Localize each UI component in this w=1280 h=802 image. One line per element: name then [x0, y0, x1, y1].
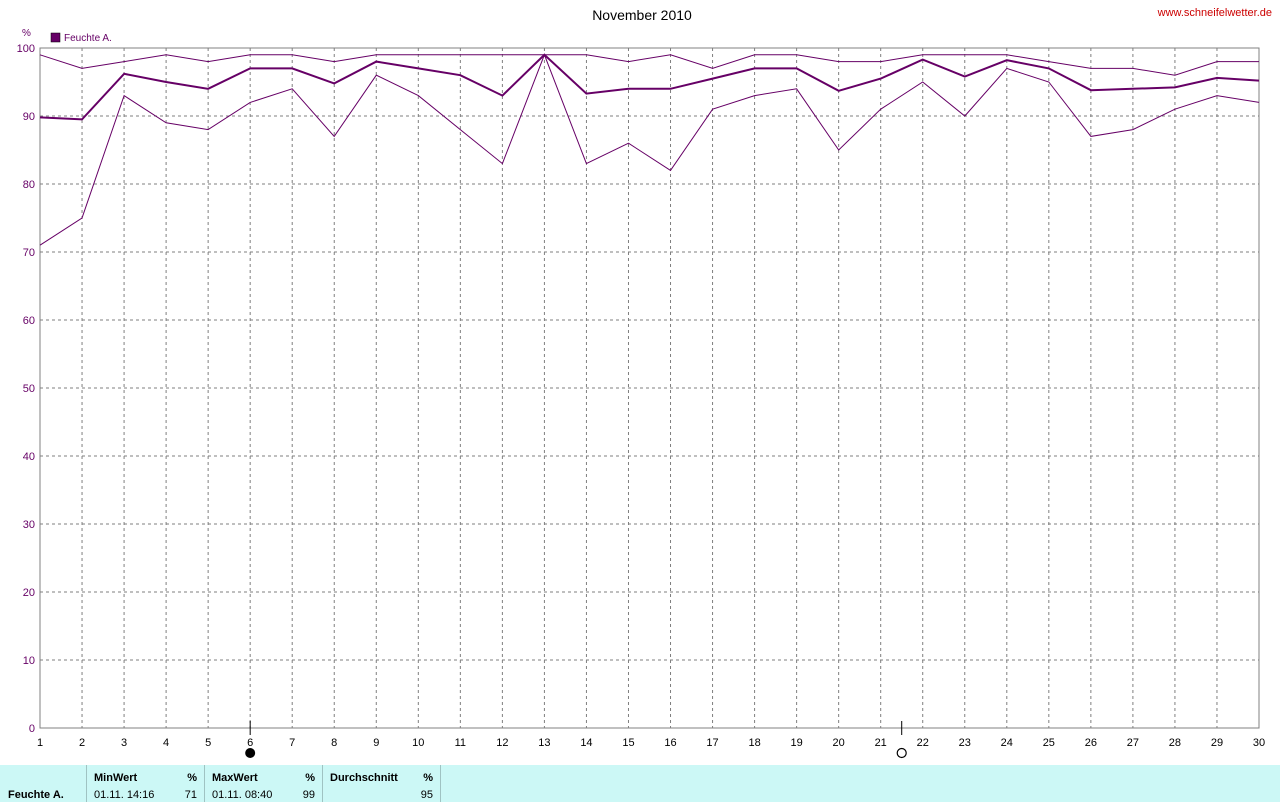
stats-table: Feuchte A. MinWert % 01.11. 14:16 71 Max… [0, 765, 1280, 802]
x-tick-label: 11 [455, 737, 466, 749]
y-tick-label: 60 [23, 315, 35, 327]
stats-avg-column: Durchschnitt % 95 [323, 765, 441, 802]
x-tick-label: 4 [163, 737, 169, 749]
max-header: MaxWert [212, 772, 258, 784]
min-unit: % [187, 772, 197, 784]
x-tick-label: 1 [37, 737, 43, 749]
y-unit-label: % [22, 28, 31, 39]
y-tick-label: 100 [17, 43, 35, 55]
x-tick-label: 17 [706, 737, 718, 749]
series-line-max [39, 54, 1259, 76]
y-tick-label: 40 [23, 451, 35, 463]
x-tick-label: 5 [205, 737, 211, 749]
new-moon-icon [245, 748, 256, 758]
max-unit: % [305, 772, 315, 784]
site-url[interactable]: www.schneifelwetter.de [1157, 7, 1272, 19]
x-tick-label: 20 [833, 737, 845, 749]
series-lines [39, 53, 1260, 246]
series-line-avg [39, 53, 1260, 121]
x-tick-label: 19 [790, 737, 802, 749]
x-tick-label: 26 [1085, 737, 1097, 749]
x-tick-label: 16 [664, 737, 676, 749]
x-tick-label: 21 [875, 737, 887, 749]
y-tick-label: 70 [23, 247, 35, 259]
avg-unit: % [423, 772, 433, 784]
x-tick-label: 14 [580, 737, 592, 749]
stats-series-label: Feuchte A. [8, 789, 64, 801]
x-tick-label: 3 [121, 737, 127, 749]
legend-label: Feuchte A. [64, 33, 112, 44]
y-tick-label: 10 [23, 655, 35, 667]
avg-value: 95 [420, 789, 433, 801]
x-tick-label: 12 [496, 737, 508, 749]
min-datetime: 01.11. 14:16 [94, 789, 155, 801]
max-datetime: 01.11. 08:40 [212, 789, 273, 801]
x-tick-label: 2 [79, 737, 85, 749]
x-axis-ticks: 1 2 3 4 5 6 7 8 9 10 11 12 13 14 15 16 17 18 19 20 21 22 23 24 2… [37, 737, 1265, 749]
x-tick-label: 15 [622, 737, 634, 749]
x-tick-label: 23 [959, 737, 971, 749]
x-tick-label: 22 [917, 737, 929, 749]
x-tick-label: 18 [748, 737, 760, 749]
x-tick-label: 30 [1253, 737, 1265, 749]
x-tick-label: 28 [1169, 737, 1181, 749]
y-tick-label: 30 [23, 519, 35, 531]
min-header: MinWert [94, 772, 138, 784]
stats-min-column: MinWert % 01.11. 14:16 71 [87, 765, 205, 802]
y-tick-label: 50 [23, 383, 35, 395]
x-tick-label: 25 [1043, 737, 1055, 749]
grid-lines [40, 48, 1259, 728]
x-tick-label: 13 [538, 737, 550, 749]
y-tick-label: 90 [23, 111, 35, 123]
moon-phase-markers [245, 721, 907, 759]
y-tick-label: 0 [29, 723, 35, 735]
stats-max-column: MaxWert % 01.11. 08:40 99 [205, 765, 323, 802]
x-tick-label: 7 [289, 737, 295, 749]
x-tick-label: 29 [1211, 737, 1223, 749]
full-moon-icon [896, 747, 907, 759]
chart-title: November 2010 [592, 7, 692, 23]
stats-series-column: Feuchte A. [0, 765, 87, 802]
y-tick-label: 20 [23, 587, 35, 599]
x-tick-label: 10 [412, 737, 424, 749]
legend-swatch [50, 32, 61, 43]
series-line-min [39, 53, 1260, 246]
x-tick-label: 8 [331, 737, 337, 749]
x-tick-label: 6 [247, 737, 253, 749]
y-tick-label: 80 [23, 179, 35, 191]
min-value: 71 [184, 789, 197, 801]
y-axis-ticks: 0 10 20 30 40 50 60 70 80 90 100 [17, 43, 35, 735]
x-tick-label: 27 [1127, 737, 1139, 749]
max-value: 99 [302, 789, 315, 801]
x-tick-label: 24 [1001, 737, 1013, 749]
x-tick-label: 9 [373, 737, 379, 749]
avg-header: Durchschnitt [330, 772, 398, 784]
humidity-chart: November 2010 www.schneifelwetter.de % F… [17, 7, 1272, 759]
